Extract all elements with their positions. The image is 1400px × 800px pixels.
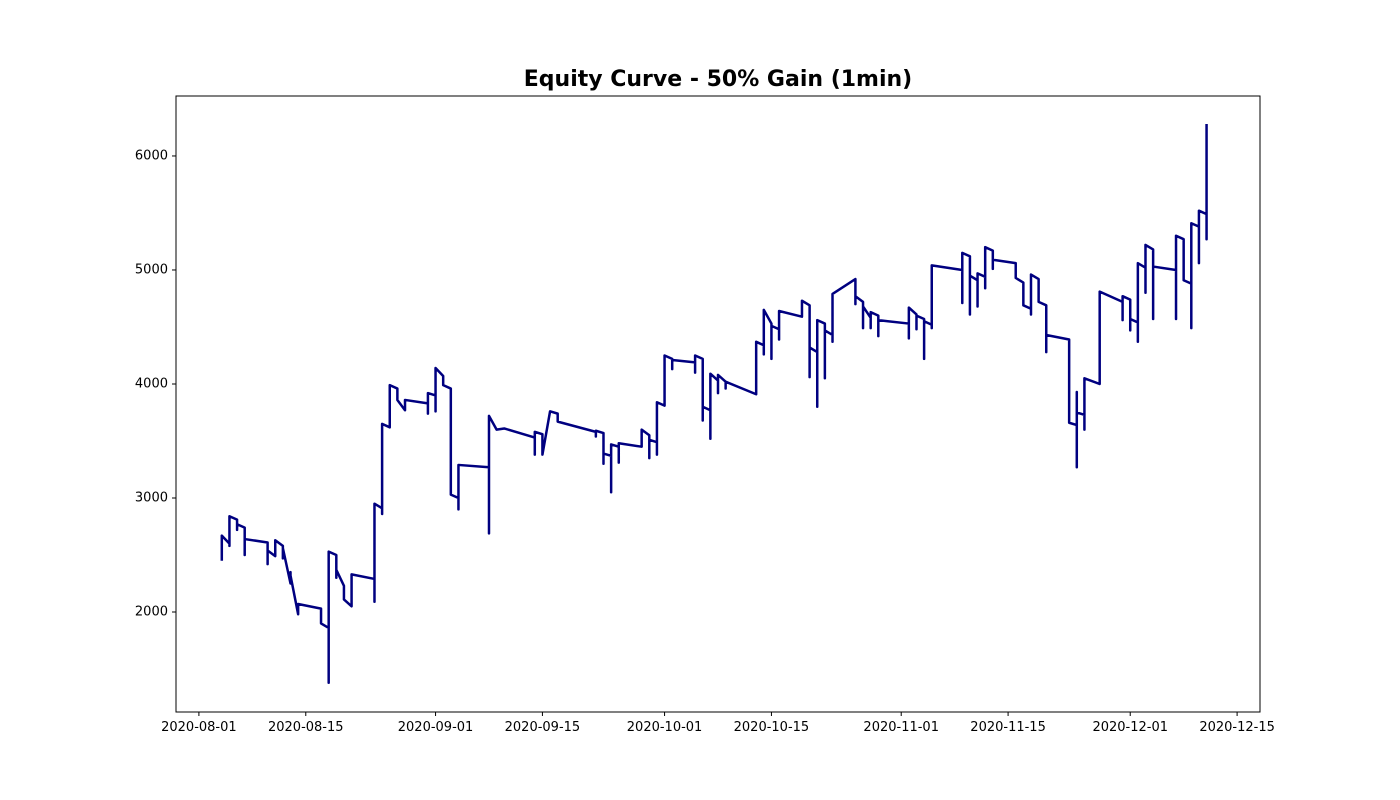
y-tick-label: 5000: [135, 262, 168, 277]
x-tick-label: 2020-09-15: [505, 720, 581, 735]
x-tick-label: 2020-11-01: [863, 720, 939, 735]
x-tick-label: 2020-10-01: [627, 720, 703, 735]
plot-frame: [175, 95, 1261, 713]
x-tick-label: 2020-08-15: [268, 720, 344, 735]
y-tick-label: 4000: [135, 376, 168, 391]
chart-title: Equity Curve - 50% Gain (1min): [524, 67, 913, 92]
x-tick-label: 2020-09-01: [398, 720, 474, 735]
x-tick-label: 2020-08-01: [161, 720, 237, 735]
x-tick-label: 2020-12-01: [1092, 720, 1168, 735]
y-tick-label: 3000: [135, 491, 168, 506]
x-tick-label: 2020-12-15: [1199, 720, 1275, 735]
equity-line: [220, 124, 1208, 684]
y-tick-label: 2000: [135, 605, 168, 620]
x-tick-label: 2020-11-15: [970, 720, 1046, 735]
x-tick-label: 2020-10-15: [734, 720, 810, 735]
y-tick-label: 6000: [135, 148, 168, 163]
